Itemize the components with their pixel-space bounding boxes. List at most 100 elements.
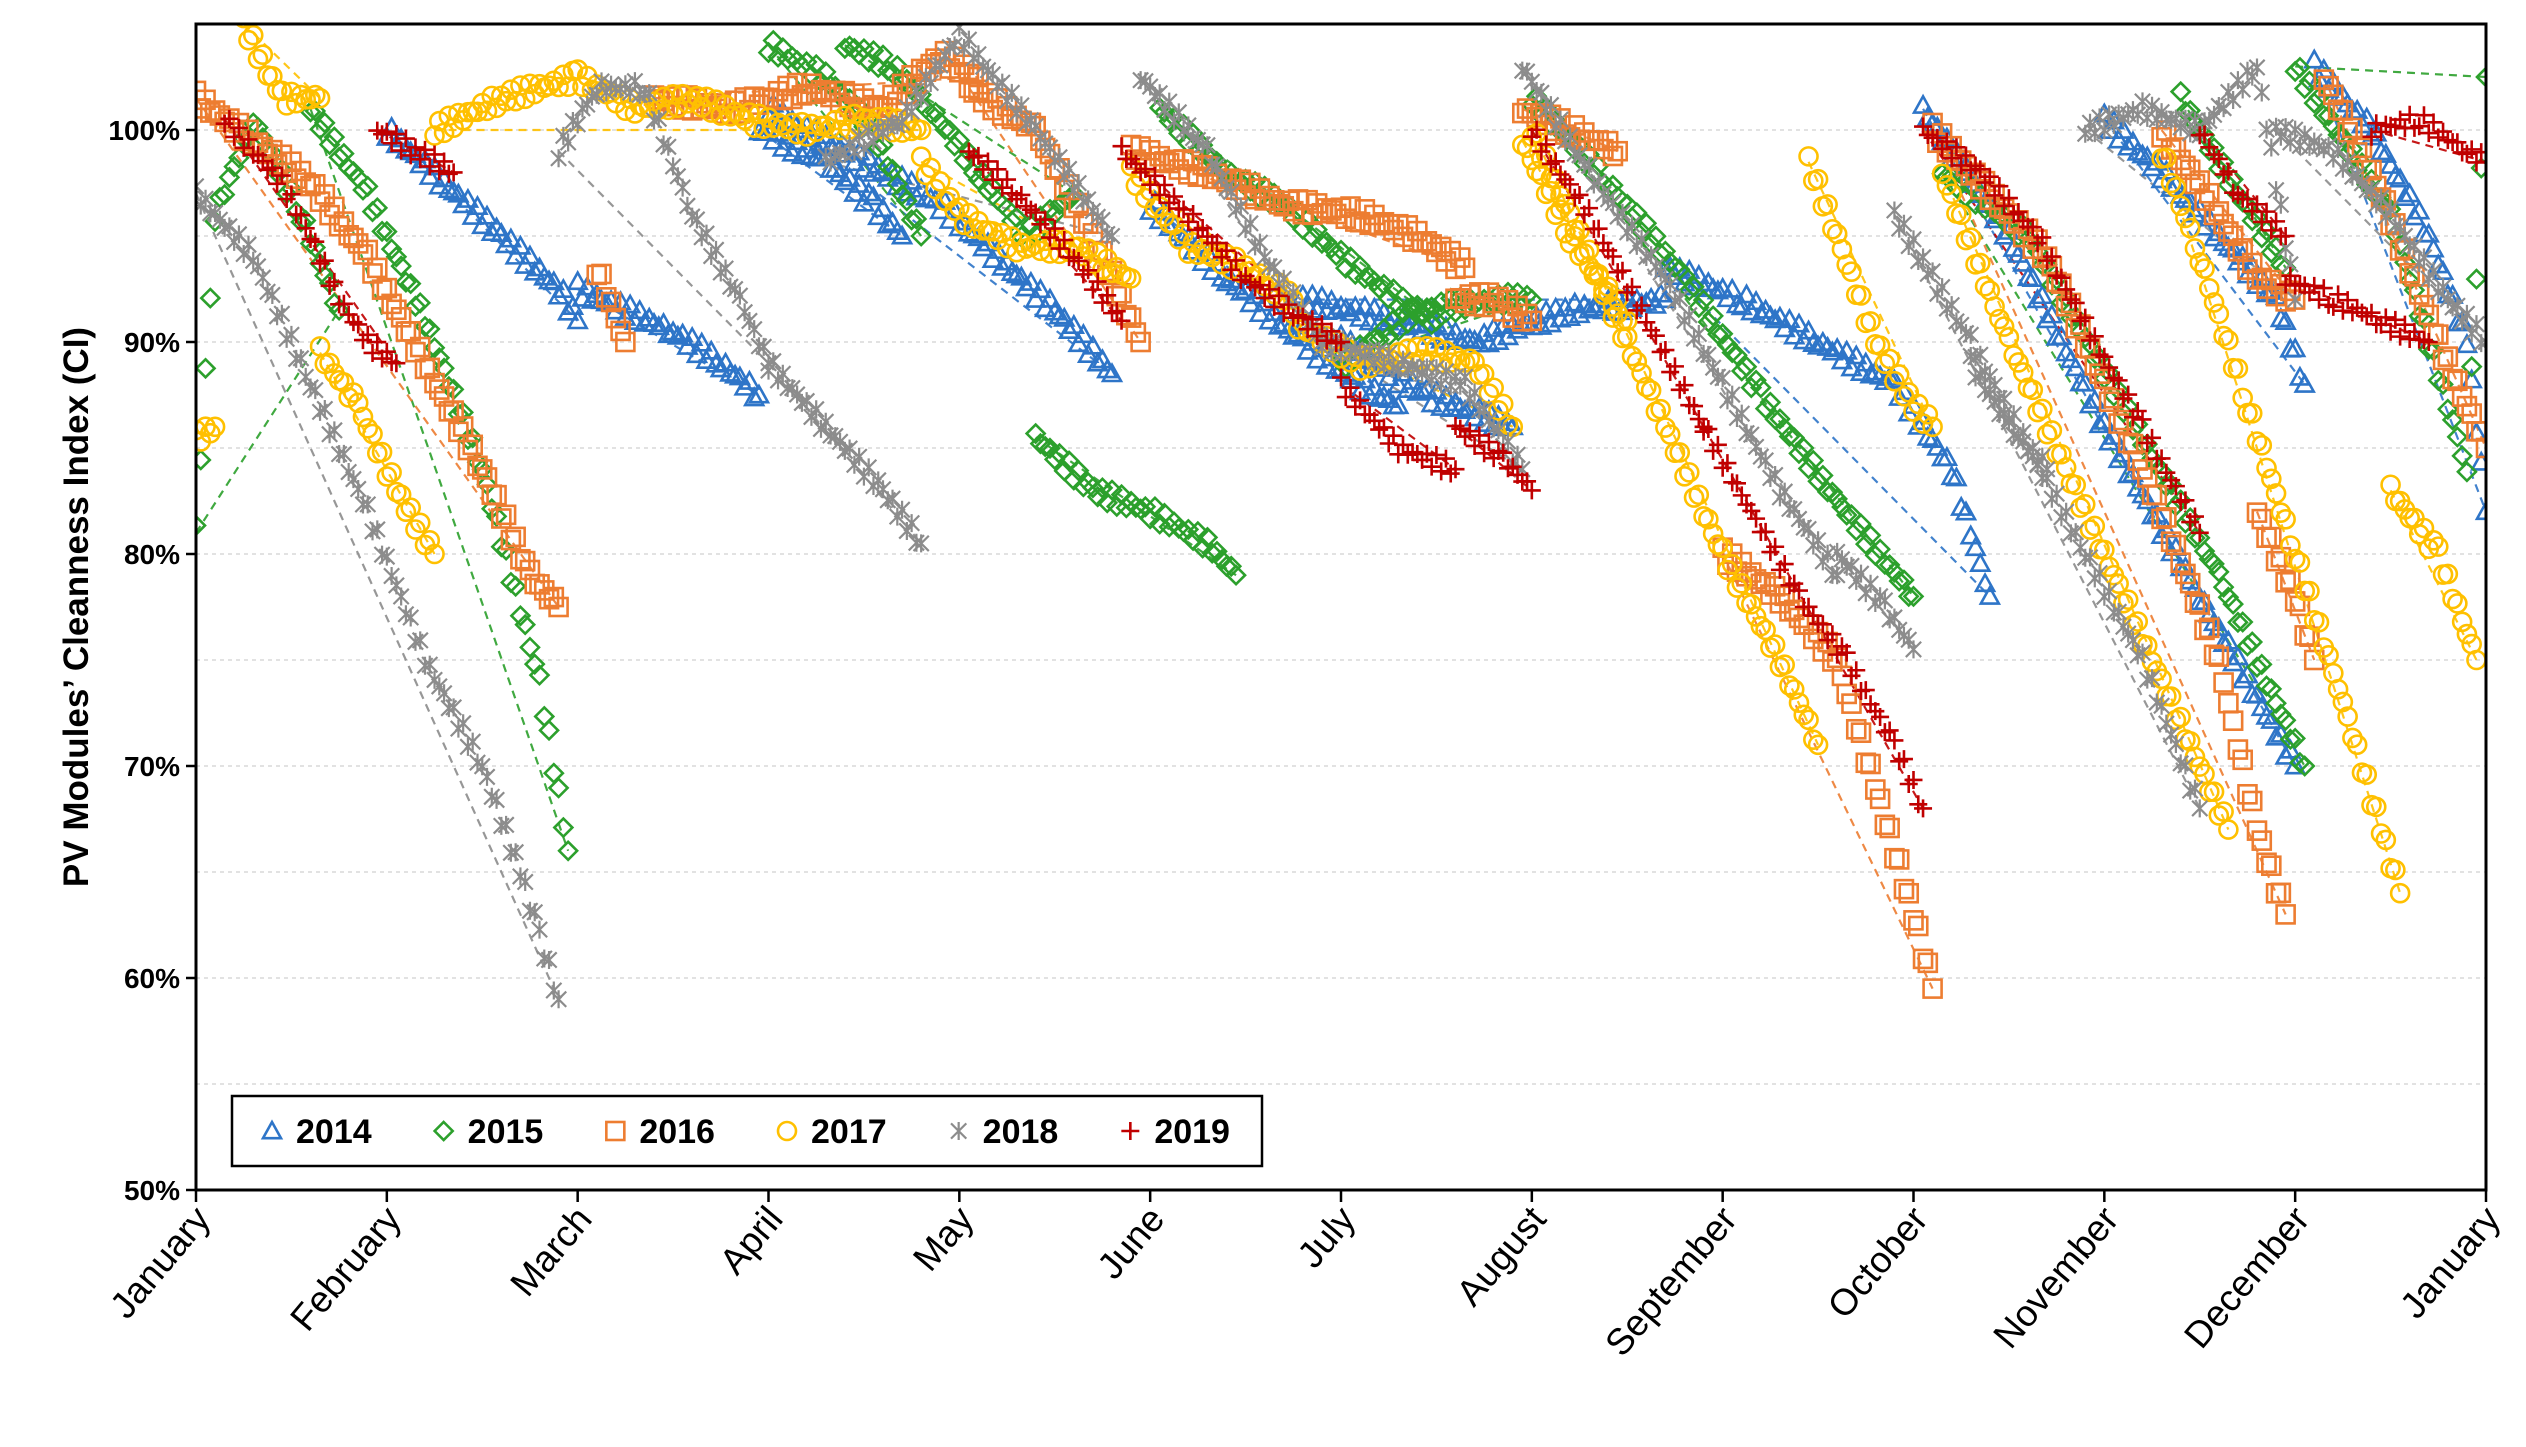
data-point-2014 [857, 181, 880, 202]
data-point-2017 [1788, 692, 1810, 714]
data-point-2015 [1678, 279, 1701, 302]
data-point-2014 [1949, 495, 1973, 516]
data-point-2014 [747, 383, 771, 404]
data-point-2015 [1707, 323, 1729, 346]
data-point-2019 [1174, 200, 1193, 219]
data-point-2015 [213, 183, 236, 206]
trendline-2019 [2198, 129, 2287, 237]
data-point-2016 [419, 357, 441, 379]
data-point-2016 [605, 307, 627, 329]
data-point-2018 [1671, 289, 1689, 308]
data-point-2018 [2468, 315, 2485, 334]
data-point-2019 [1436, 449, 1455, 468]
data-point-2015 [196, 514, 207, 537]
data-point-2019 [1775, 555, 1794, 574]
data-point-2018 [316, 400, 334, 419]
data-point-2017 [500, 79, 522, 100]
data-point-2017 [1459, 348, 1481, 370]
data-point-2019 [1942, 149, 1961, 168]
data-point-2015 [1420, 313, 1443, 336]
data-point-2015 [1043, 448, 1066, 471]
data-point-2017 [1011, 232, 1032, 253]
data-point-2014 [1973, 571, 1997, 593]
data-point-2019 [411, 150, 430, 169]
data-point-2018 [1690, 324, 1708, 343]
data-point-2017 [1168, 228, 1190, 250]
data-point-2015 [2222, 593, 2244, 615]
data-point-2019 [2477, 152, 2486, 171]
data-point-2015 [528, 664, 551, 687]
data-point-2018 [559, 133, 577, 152]
data-point-2017 [2251, 434, 2273, 456]
data-point-2017 [2442, 588, 2463, 610]
data-point-2017 [1616, 326, 1638, 348]
data-point-2018 [1995, 389, 2013, 408]
data-point-2017 [2337, 706, 2358, 727]
data-point-2017 [1588, 263, 1609, 285]
data-point-2017 [786, 123, 808, 145]
data-point-2018 [2415, 248, 2433, 267]
data-point-2014 [1725, 293, 1749, 314]
data-point-2015 [1158, 110, 1181, 132]
data-point-2015 [1845, 519, 1868, 542]
data-point-2018 [2277, 118, 2295, 137]
data-point-2019 [1422, 457, 1441, 476]
data-point-2019 [1665, 357, 1684, 376]
data-point-2015 [1716, 333, 1739, 356]
data-point-2017 [1917, 403, 1939, 425]
data-point-2019 [1279, 295, 1298, 314]
data-point-2019 [1790, 581, 1808, 600]
data-point-2016 [2337, 121, 2358, 143]
data-point-2016 [1907, 915, 1929, 937]
data-point-2019 [1317, 331, 1336, 350]
data-point-2019 [1675, 376, 1694, 395]
data-point-2017 [242, 24, 264, 46]
data-point-2014 [852, 191, 876, 212]
data-point-2017 [438, 105, 460, 127]
data-point-2014 [652, 311, 675, 333]
data-point-2018 [392, 587, 410, 606]
data-point-2015 [1206, 540, 1228, 563]
data-point-2017 [1488, 400, 1509, 421]
data-point-2015 [485, 505, 508, 528]
data-point-2016 [2237, 783, 2258, 805]
data-point-2015 [2303, 92, 2326, 114]
data-point-2019 [420, 157, 439, 176]
trendline-2017 [1530, 129, 1820, 746]
data-point-2017 [2423, 530, 2444, 551]
data-point-2018 [1924, 262, 1942, 281]
data-point-2014 [1029, 277, 1052, 299]
data-point-2014 [1835, 339, 1858, 360]
data-point-2015 [2250, 653, 2273, 676]
data-point-2017 [1850, 285, 1872, 306]
data-point-2015 [1067, 459, 1090, 482]
data-point-2019 [1026, 203, 1045, 222]
data-point-2017 [357, 417, 379, 439]
data-point-2015 [2274, 709, 2297, 732]
data-point-2018 [1661, 275, 1679, 294]
y-tick-label: 80% [124, 539, 180, 570]
data-point-2016 [2218, 221, 2239, 242]
data-point-2019 [1971, 160, 1990, 179]
data-point-2019 [2391, 327, 2410, 346]
data-point-2014 [1825, 336, 1849, 358]
data-point-2016 [2456, 395, 2478, 417]
data-point-2019 [1351, 391, 1370, 410]
trendline-2016 [2322, 76, 2486, 449]
data-point-2014 [490, 221, 513, 243]
data-point-2017 [1578, 239, 1600, 261]
data-point-2015 [2293, 77, 2316, 100]
data-point-2014 [1038, 287, 1062, 308]
y-tick-label: 60% [124, 963, 180, 994]
data-point-2014 [542, 270, 566, 291]
data-point-2019 [1112, 311, 1131, 330]
data-point-2018 [1542, 96, 1560, 115]
data-point-2019 [282, 185, 301, 204]
data-point-2019 [1332, 333, 1350, 351]
data-point-2014 [1262, 300, 1286, 321]
data-point-2014 [2403, 205, 2426, 226]
data-point-2016 [1922, 978, 1943, 999]
data-point-2015 [375, 220, 398, 243]
data-point-2015 [2169, 80, 2192, 103]
data-point-2014 [1783, 324, 1806, 345]
